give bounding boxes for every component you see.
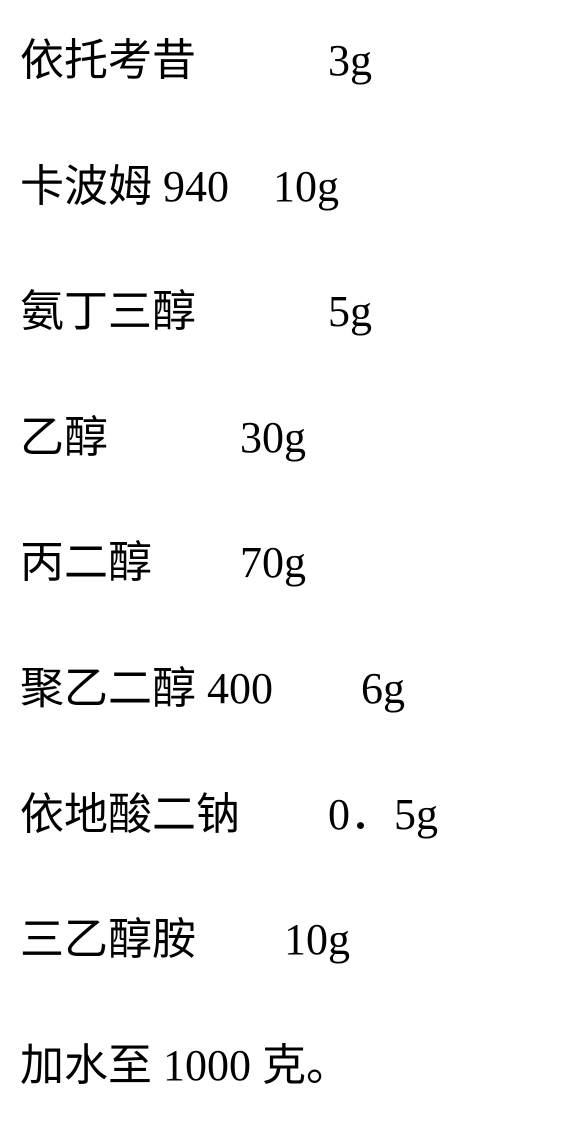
formula-row: 依托考昔 3g	[20, 30, 552, 92]
ingredient-name: 卡波姆 940	[20, 162, 229, 211]
spacing	[108, 413, 240, 462]
formula-row: 丙二醇 70g	[20, 532, 552, 594]
spacing	[196, 36, 328, 85]
spacing	[273, 664, 361, 713]
ingredient-name: 聚乙二醇 400	[20, 664, 273, 713]
ingredient-name: 依托考昔	[20, 36, 196, 85]
formula-row: 卡波姆 940 10g	[20, 156, 552, 218]
formula-container: 依托考昔 3g 卡波姆 940 10g 氨丁三醇 5g 乙醇 30g 丙二醇 7…	[20, 30, 552, 1096]
ingredient-amount: 30g	[240, 413, 306, 462]
ingredient-amount: 0．5g	[328, 790, 438, 839]
ingredient-amount: 10g	[273, 162, 339, 211]
spacing	[196, 915, 284, 964]
ingredient-amount: 6g	[361, 664, 405, 713]
final-instruction: 加水至 1000 克。	[20, 1041, 350, 1090]
formula-row: 依地酸二钠 0．5g	[20, 784, 552, 846]
ingredient-name: 依地酸二钠	[20, 790, 240, 839]
ingredient-name: 三乙醇胺	[20, 915, 196, 964]
ingredient-amount: 5g	[328, 287, 372, 336]
formula-row: 聚乙二醇 400 6g	[20, 658, 552, 720]
formula-row: 三乙醇胺 10g	[20, 909, 552, 971]
spacing	[152, 538, 240, 587]
ingredient-amount: 3g	[328, 36, 372, 85]
ingredient-amount: 70g	[240, 538, 306, 587]
ingredient-name: 乙醇	[20, 413, 108, 462]
ingredient-name: 丙二醇	[20, 538, 152, 587]
ingredient-amount: 10g	[284, 915, 350, 964]
ingredient-name: 氨丁三醇	[20, 287, 196, 336]
spacing	[196, 287, 328, 336]
final-line: 加水至 1000 克。	[20, 1035, 552, 1097]
formula-row: 乙醇 30g	[20, 407, 552, 469]
formula-row: 氨丁三醇 5g	[20, 281, 552, 343]
spacing	[229, 162, 273, 211]
spacing	[240, 790, 328, 839]
